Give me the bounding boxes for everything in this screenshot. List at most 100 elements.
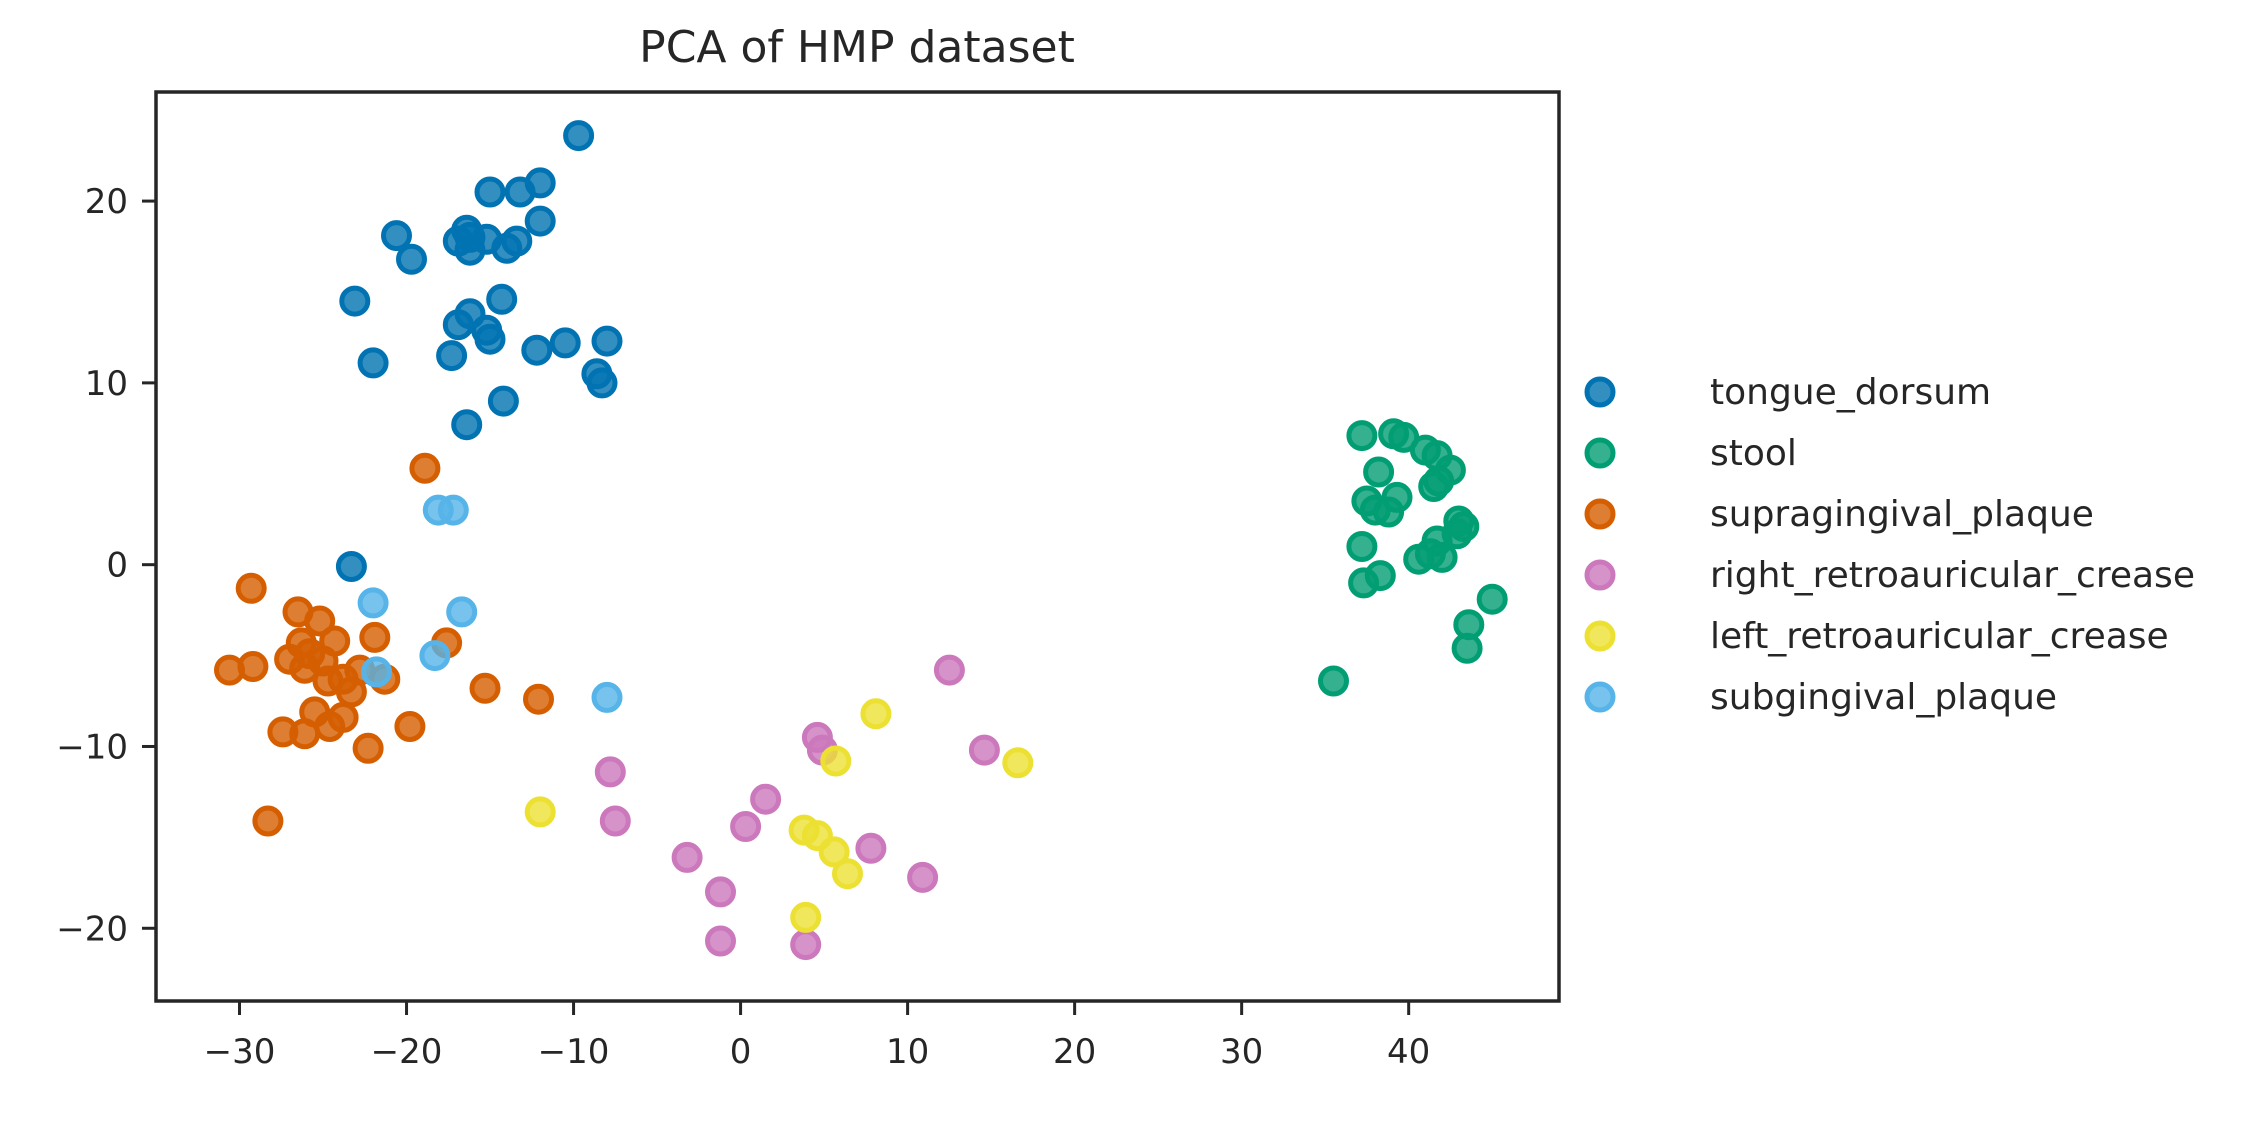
legend-marker xyxy=(1584,376,1616,408)
data-point xyxy=(474,176,506,208)
data-point xyxy=(586,367,618,399)
data-point xyxy=(591,681,623,713)
y-tick-label: −10 xyxy=(56,727,128,767)
data-point xyxy=(352,732,384,764)
data-point xyxy=(1346,531,1378,562)
data-point xyxy=(442,309,474,341)
series-left_retroauricular_crease xyxy=(524,698,1034,933)
data-point xyxy=(381,220,412,252)
data-point xyxy=(394,711,426,742)
data-point xyxy=(750,783,782,815)
data-point xyxy=(436,340,468,372)
data-point xyxy=(359,621,391,653)
legend-label: supragingival_plaque xyxy=(1710,494,2094,535)
data-point xyxy=(549,327,581,359)
series-subgingival_plaque xyxy=(357,494,623,713)
legend-label: subgingival_plaque xyxy=(1710,677,2057,718)
x-tick-label: −10 xyxy=(538,1032,610,1072)
legend-item: left_retroauricular_crease xyxy=(1584,616,2169,657)
data-point xyxy=(289,718,321,750)
data-point xyxy=(419,640,451,672)
series-stool xyxy=(1318,418,1508,697)
legend-item: stool xyxy=(1584,433,1797,474)
data-point xyxy=(454,234,486,266)
data-point xyxy=(591,325,623,357)
data-point xyxy=(235,572,267,604)
data-point xyxy=(968,734,1000,766)
data-point xyxy=(339,285,371,317)
data-point xyxy=(705,876,736,908)
x-tick-label: 40 xyxy=(1387,1032,1430,1072)
data-point xyxy=(818,836,850,868)
data-point xyxy=(524,205,556,237)
y-tick-label: 20 xyxy=(85,182,128,222)
data-point xyxy=(314,711,346,742)
legend-item: right_retroauricular_crease xyxy=(1584,555,2195,596)
data-point xyxy=(563,120,595,152)
data-point xyxy=(599,805,631,837)
data-point xyxy=(671,841,703,873)
data-point xyxy=(907,861,939,893)
data-point xyxy=(487,385,519,417)
y-tick-label: −20 xyxy=(56,909,128,949)
y-tick-label: 10 xyxy=(85,364,128,404)
legend-item: tongue_dorsum xyxy=(1584,372,1991,413)
data-point xyxy=(252,805,284,837)
data-point xyxy=(289,652,321,684)
data-point xyxy=(860,698,892,730)
legend-label: left_retroauricular_crease xyxy=(1710,616,2169,657)
data-point xyxy=(1476,583,1508,615)
legend-marker xyxy=(1584,559,1616,591)
y-tick-label: 0 xyxy=(106,546,128,586)
data-point xyxy=(1346,420,1378,452)
x-tick-label: 30 xyxy=(1220,1032,1263,1072)
data-point xyxy=(491,232,523,264)
legend-item: subgingival_plaque xyxy=(1584,677,2057,718)
data-point xyxy=(357,347,389,379)
data-point xyxy=(1348,567,1380,599)
data-point xyxy=(446,596,478,628)
legend-marker xyxy=(1584,437,1616,469)
series-tongue_dorsum xyxy=(335,120,623,582)
data-point xyxy=(335,676,367,708)
legend-marker xyxy=(1584,681,1616,713)
data-point xyxy=(790,929,822,961)
data-point xyxy=(820,745,852,777)
data-point xyxy=(855,832,887,864)
data-point xyxy=(304,605,336,637)
data-point xyxy=(790,901,822,933)
data-point xyxy=(1418,471,1450,502)
legend-marker xyxy=(1584,620,1616,652)
x-tick-label: −20 xyxy=(371,1032,443,1072)
data-point xyxy=(335,551,367,582)
legend-marker xyxy=(1584,498,1616,530)
data-point xyxy=(486,283,518,315)
data-point xyxy=(521,334,553,366)
axes: −30 −20 −10 0 10 20 30 40 −20 −10 0 10 20 xyxy=(56,90,1561,1072)
x-tick-label: 10 xyxy=(886,1032,929,1072)
chart-title: PCA of HMP dataset xyxy=(639,22,1075,73)
data-point xyxy=(730,811,762,842)
x-tick-label: 0 xyxy=(730,1032,752,1072)
data-point xyxy=(832,858,863,890)
legend-item: supragingival_plaque xyxy=(1584,494,2094,535)
data-point xyxy=(396,243,427,275)
data-point xyxy=(1426,541,1458,573)
data-point xyxy=(1318,665,1349,697)
legend-label: stool xyxy=(1710,433,1797,474)
data-point xyxy=(469,672,501,704)
x-tick-label: 20 xyxy=(1053,1032,1096,1072)
data-point xyxy=(594,756,626,788)
legend-label: tongue_dorsum xyxy=(1710,372,1991,413)
data-point xyxy=(1002,747,1034,779)
data-point xyxy=(451,409,483,441)
data-point xyxy=(1451,632,1483,664)
x-tick-label: −30 xyxy=(204,1032,276,1072)
data-point xyxy=(357,587,389,619)
data-point xyxy=(504,176,536,208)
series-supragingival_plaque xyxy=(214,452,554,837)
data-point xyxy=(474,323,506,355)
plot-area xyxy=(214,120,1508,961)
